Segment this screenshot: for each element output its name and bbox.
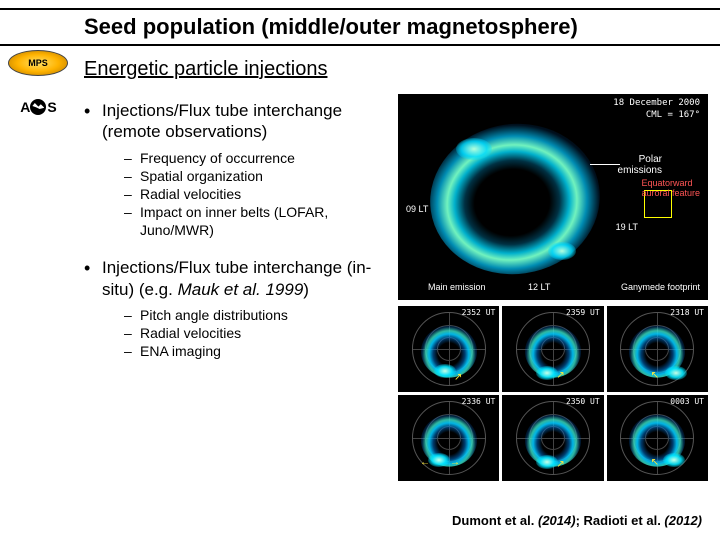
grid-cell: → ← 2336 UT bbox=[398, 395, 499, 481]
figure-grid: ↗ 2352 UT ↗ 2359 UT ↖ 2318 UT → ← 2336 U… bbox=[398, 306, 708, 481]
sub-item: Radial velocities bbox=[124, 185, 380, 203]
mini-blob-icon bbox=[428, 453, 450, 467]
mid-lt-label: 12 LT bbox=[528, 282, 550, 292]
aurora-oval-icon bbox=[420, 113, 609, 285]
polar-arrow-icon bbox=[590, 164, 620, 165]
cell-time: 2318 UT bbox=[670, 308, 704, 317]
mini-blob-icon bbox=[663, 453, 685, 467]
section-subtitle: Energetic particle injections bbox=[84, 58, 327, 81]
sublist-insitu: Pitch angle distributions Radial velocit… bbox=[124, 306, 380, 361]
yellow-arrow-icon: ↗ bbox=[556, 370, 564, 381]
sub-item: Spatial organization bbox=[124, 167, 380, 185]
abs-logo-icon: A S bbox=[8, 93, 68, 121]
sub-item: Pitch angle distributions bbox=[124, 306, 380, 324]
fig-cml: CML = 167° bbox=[646, 110, 700, 120]
yellow-arrow-icon: → bbox=[450, 457, 460, 468]
ganymede-label: Ganymede footprint bbox=[621, 282, 700, 292]
aurora-blob-icon bbox=[456, 138, 492, 160]
sub-item: Impact on inner belts (LOFAR, Juno/MWR) bbox=[124, 203, 380, 239]
globe-icon bbox=[30, 99, 46, 115]
header-bar: Seed population (middle/outer magnetosph… bbox=[0, 8, 720, 46]
sidebar-logos: MPS A S bbox=[0, 48, 76, 122]
sub-item: Radial velocities bbox=[124, 324, 380, 342]
cell-time: 0003 UT bbox=[670, 397, 704, 406]
sub-item: Frequency of occurrence bbox=[124, 149, 380, 167]
grid-cell: ↖ 0003 UT bbox=[607, 395, 708, 481]
mps-logo: MPS bbox=[5, 48, 71, 78]
page-title: Seed population (middle/outer magnetosph… bbox=[84, 14, 720, 40]
bullet-remote: Injections/Flux tube interchange (remote… bbox=[84, 100, 380, 143]
content-bullets: Injections/Flux tube interchange (remote… bbox=[84, 100, 380, 379]
cite-dumont: Dumont et al. bbox=[452, 513, 538, 528]
yellow-arrow-icon: ← bbox=[420, 457, 430, 468]
yellow-arrow-icon: ↗ bbox=[454, 372, 462, 383]
sub-item: ENA imaging bbox=[124, 342, 380, 360]
cell-time: 2352 UT bbox=[462, 308, 496, 317]
figures-panel: 18 December 2000 CML = 167° Polar emissi… bbox=[398, 94, 708, 481]
cite-sep: ; Radioti et al. bbox=[576, 513, 665, 528]
bullet-insitu-p3: ) bbox=[303, 280, 309, 299]
eq-feature-label: Equatorward auroral feature bbox=[641, 178, 700, 198]
abs-prefix: A bbox=[20, 99, 29, 115]
abs-logo: A S bbox=[5, 92, 71, 122]
sublist-remote: Frequency of occurrence Spatial organiza… bbox=[124, 149, 380, 240]
cell-time: 2336 UT bbox=[462, 397, 496, 406]
mps-logo-icon: MPS bbox=[8, 50, 68, 76]
citation-line: Dumont et al. (2014); Radioti et al. (20… bbox=[452, 513, 702, 528]
main-emission-label: Main emission bbox=[428, 282, 486, 292]
yellow-arrow-icon: ↖ bbox=[651, 370, 659, 381]
yellow-arrow-icon: ↗ bbox=[556, 459, 564, 470]
cite-radioti-year: (2012) bbox=[664, 513, 702, 528]
grid-cell: ↗ 2352 UT bbox=[398, 306, 499, 392]
bullet-insitu: Injections/Flux tube interchange (in-sit… bbox=[84, 257, 380, 300]
aurora-blob-icon bbox=[548, 242, 576, 260]
fig-date: 18 December 2000 bbox=[613, 98, 700, 108]
grid-cell: ↗ 2350 UT bbox=[502, 395, 603, 481]
polar-emissions-label: Polar emissions bbox=[618, 154, 662, 176]
figure-top-auroral: 18 December 2000 CML = 167° Polar emissi… bbox=[398, 94, 708, 300]
bullet-insitu-cite: Mauk et al. 1999 bbox=[178, 280, 304, 299]
grid-cell: ↖ 2318 UT bbox=[607, 306, 708, 392]
cell-time: 2350 UT bbox=[566, 397, 600, 406]
cite-dumont-year: (2014) bbox=[538, 513, 576, 528]
mini-blob-icon bbox=[665, 366, 687, 380]
cell-time: 2359 UT bbox=[566, 308, 600, 317]
lt-right-label: 19 LT bbox=[616, 222, 638, 232]
grid-cell: ↗ 2359 UT bbox=[502, 306, 603, 392]
yellow-arrow-icon: ↖ bbox=[651, 457, 659, 468]
lt-left-label: 09 LT bbox=[406, 204, 428, 214]
abs-suffix: S bbox=[47, 99, 55, 115]
mini-blob-icon bbox=[434, 364, 456, 378]
